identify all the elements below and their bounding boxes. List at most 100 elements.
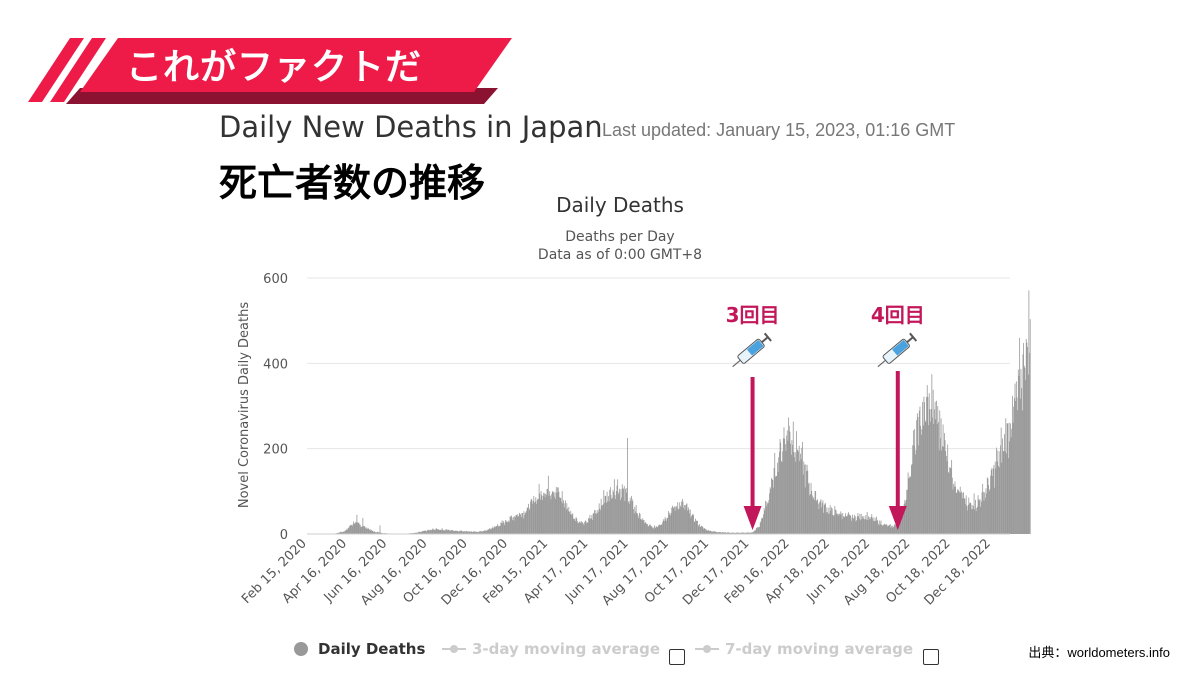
- deaths-bar: [858, 518, 860, 534]
- deaths-bar: [899, 516, 901, 534]
- deaths-bar: [568, 507, 570, 534]
- deaths-bar: [770, 488, 772, 534]
- deaths-bar: [376, 532, 378, 534]
- deaths-bar: [604, 495, 606, 534]
- deaths-bar: [574, 518, 576, 534]
- syringe-handle: [909, 332, 918, 342]
- deaths-bar: [978, 499, 980, 534]
- deaths-bar: [865, 515, 867, 534]
- deaths-bar: [909, 477, 910, 534]
- deaths-bar: [798, 445, 800, 534]
- deaths-bar: [835, 510, 837, 534]
- deaths-bar: [699, 524, 700, 534]
- deaths-bar: [972, 509, 974, 534]
- deaths-bar: [826, 507, 828, 534]
- deaths-bar: [908, 478, 910, 534]
- deaths-bar: [877, 523, 879, 534]
- deaths-bar: [543, 492, 545, 534]
- deaths-bar: [907, 489, 908, 534]
- deaths-bar: [763, 508, 765, 534]
- checkbox-3day[interactable]: [669, 649, 685, 665]
- deaths-bar: [609, 489, 611, 534]
- deaths-bar: [731, 532, 733, 534]
- deaths-bar: [757, 527, 758, 534]
- deaths-bar: [736, 532, 737, 534]
- deaths-bar: [781, 462, 783, 534]
- deaths-bar: [780, 442, 782, 534]
- deaths-bar: [774, 452, 776, 534]
- deaths-bar: [940, 438, 941, 534]
- deaths-bar: [724, 532, 725, 534]
- deaths-bar: [599, 508, 601, 534]
- deaths-bar: [815, 491, 817, 534]
- deaths-bar: [656, 526, 657, 534]
- deaths-bar: [773, 487, 774, 534]
- deaths-bar: [429, 530, 430, 534]
- deaths-bar: [817, 503, 819, 534]
- deaths-bar: [652, 527, 654, 534]
- legend-3day-average[interactable]: 3-day moving average: [442, 640, 660, 658]
- deaths-bar: [602, 505, 603, 534]
- legend-7day-label: 7-day moving average: [725, 640, 914, 658]
- deaths-bar: [587, 522, 589, 534]
- deaths-bar: [546, 488, 548, 534]
- deaths-bar: [850, 520, 852, 534]
- deaths-bar: [1024, 367, 1026, 534]
- deaths-bar: [998, 465, 999, 534]
- legend-7day-average[interactable]: 7-day moving average: [695, 640, 913, 658]
- deaths-bar: [963, 492, 964, 534]
- deaths-bar: [552, 491, 554, 534]
- deaths-bar: [415, 532, 417, 534]
- deaths-bar: [626, 487, 628, 534]
- deaths-bar: [549, 491, 551, 534]
- deaths-bar: [543, 493, 545, 534]
- deaths-bar: [700, 526, 702, 534]
- deaths-bar: [753, 531, 755, 534]
- legend-daily-deaths[interactable]: Daily Deaths: [294, 640, 425, 658]
- deaths-bar: [438, 529, 440, 534]
- deaths-bar: [639, 513, 641, 534]
- deaths-bar: [629, 497, 631, 534]
- deaths-bar: [859, 513, 861, 534]
- deaths-bar: [782, 438, 784, 534]
- deaths-bar: [978, 500, 980, 534]
- deaths-bar: [727, 532, 729, 534]
- deaths-bar: [341, 531, 343, 534]
- deaths-bar: [716, 532, 718, 534]
- deaths-bar: [654, 525, 656, 534]
- deaths-bar: [603, 490, 605, 534]
- deaths-bar: [703, 528, 705, 534]
- checkbox-7day[interactable]: [923, 649, 939, 665]
- deaths-bar: [452, 530, 454, 534]
- deaths-bar: [848, 512, 850, 534]
- deaths-bar: [1010, 437, 1012, 534]
- deaths-bar: [1019, 337, 1021, 534]
- deaths-bar: [934, 409, 935, 534]
- deaths-bar: [474, 532, 476, 534]
- deaths-bar: [490, 529, 492, 534]
- deaths-bar: [696, 521, 698, 534]
- deaths-bar: [876, 516, 877, 534]
- deaths-bar: [642, 518, 644, 534]
- deaths-bar: [375, 532, 377, 534]
- deaths-bar: [514, 516, 516, 534]
- deaths-bar: [513, 520, 515, 534]
- deaths-bar: [844, 513, 846, 534]
- deaths-bar: [800, 459, 802, 534]
- deaths-bar: [864, 519, 865, 534]
- deaths-bar: [804, 487, 806, 534]
- deaths-bar: [866, 512, 868, 534]
- deaths-bar: [376, 531, 378, 534]
- deaths-bar: [710, 531, 712, 534]
- deaths-bar: [709, 531, 710, 534]
- deaths-bar: [646, 524, 648, 534]
- deaths-bar: [922, 401, 924, 534]
- deaths-bar: [872, 518, 873, 534]
- deaths-bar: [340, 531, 341, 534]
- deaths-bar: [821, 507, 823, 534]
- deaths-bar: [958, 490, 960, 534]
- deaths-bar: [505, 520, 506, 534]
- deaths-bar: [510, 516, 512, 534]
- deaths-bar: [755, 527, 757, 534]
- deaths-bar: [1008, 422, 1010, 534]
